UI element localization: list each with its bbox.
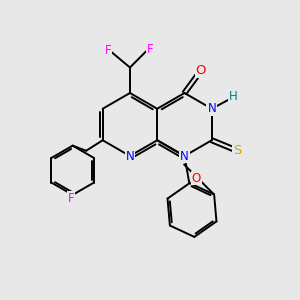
Text: O: O	[196, 64, 206, 77]
Text: S: S	[233, 144, 242, 157]
Text: F: F	[147, 43, 153, 56]
Text: N: N	[207, 102, 216, 115]
Text: N: N	[180, 149, 189, 163]
Text: F: F	[104, 44, 111, 57]
Text: N: N	[126, 149, 134, 163]
Text: F: F	[68, 192, 74, 205]
Text: O: O	[191, 172, 201, 184]
Text: H: H	[229, 90, 238, 103]
